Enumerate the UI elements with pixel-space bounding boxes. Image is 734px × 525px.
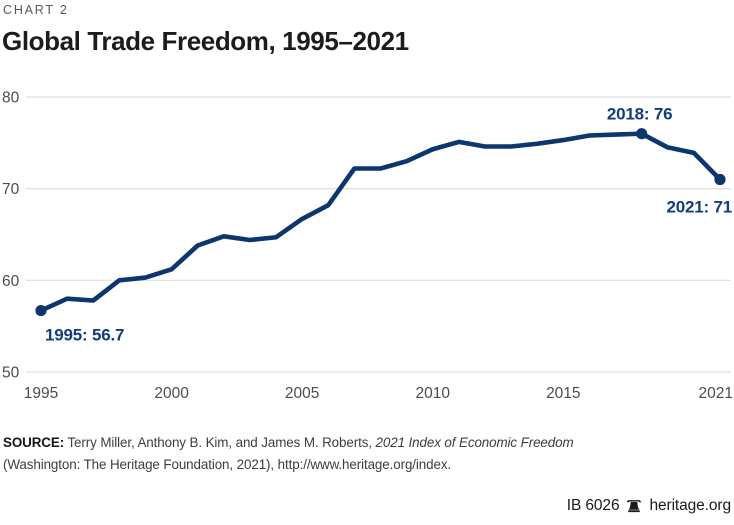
x-tick-label: 1995 xyxy=(24,385,58,402)
source-text: Terry Miller, Anthony B. Kim, and James … xyxy=(64,435,376,450)
chart-kicker: CHART 2 xyxy=(3,3,69,17)
data-point-marker xyxy=(714,173,726,186)
data-point-annotation: 2018: 76 xyxy=(607,105,673,124)
x-tick-label: 2010 xyxy=(415,385,450,402)
x-tick-label: 2005 xyxy=(285,385,319,402)
y-tick-label: 50 xyxy=(2,365,20,382)
source-citation-italic: 2021 Index of Economic Freedom xyxy=(375,435,574,450)
source-note: SOURCE: Terry Miller, Anthony B. Kim, an… xyxy=(3,432,653,476)
page-title: Global Trade Freedom, 1995–2021 xyxy=(2,26,409,56)
site-link[interactable]: heritage.org xyxy=(649,497,731,514)
x-tick-label: 2000 xyxy=(154,385,189,402)
data-point-marker xyxy=(35,304,47,317)
trade-freedom-line-chart: 50 60 70 80 1995 2000 2005 2010 2015 2021 1995: 56… xyxy=(2,90,733,403)
report-id: IB 6026 xyxy=(566,497,620,514)
y-tick-label: 60 xyxy=(2,273,20,290)
x-tick-label: 2021 xyxy=(699,385,733,402)
liberty-bell-icon xyxy=(626,499,642,514)
y-tick-label: 80 xyxy=(2,90,20,107)
data-point-annotation: 1995: 56.7 xyxy=(45,326,124,345)
source-line2: (Washington: The Heritage Foundation, 20… xyxy=(3,457,452,472)
trade-freedom-series-line xyxy=(38,131,723,313)
source-label: SOURCE: xyxy=(3,435,65,450)
footer: IB 6026 heritage.org xyxy=(567,497,731,515)
x-tick-label: 2015 xyxy=(546,385,580,402)
data-point-marker xyxy=(636,128,648,140)
y-tick-label: 70 xyxy=(2,181,20,198)
data-point-annotation: 2021: 71 xyxy=(666,198,732,217)
